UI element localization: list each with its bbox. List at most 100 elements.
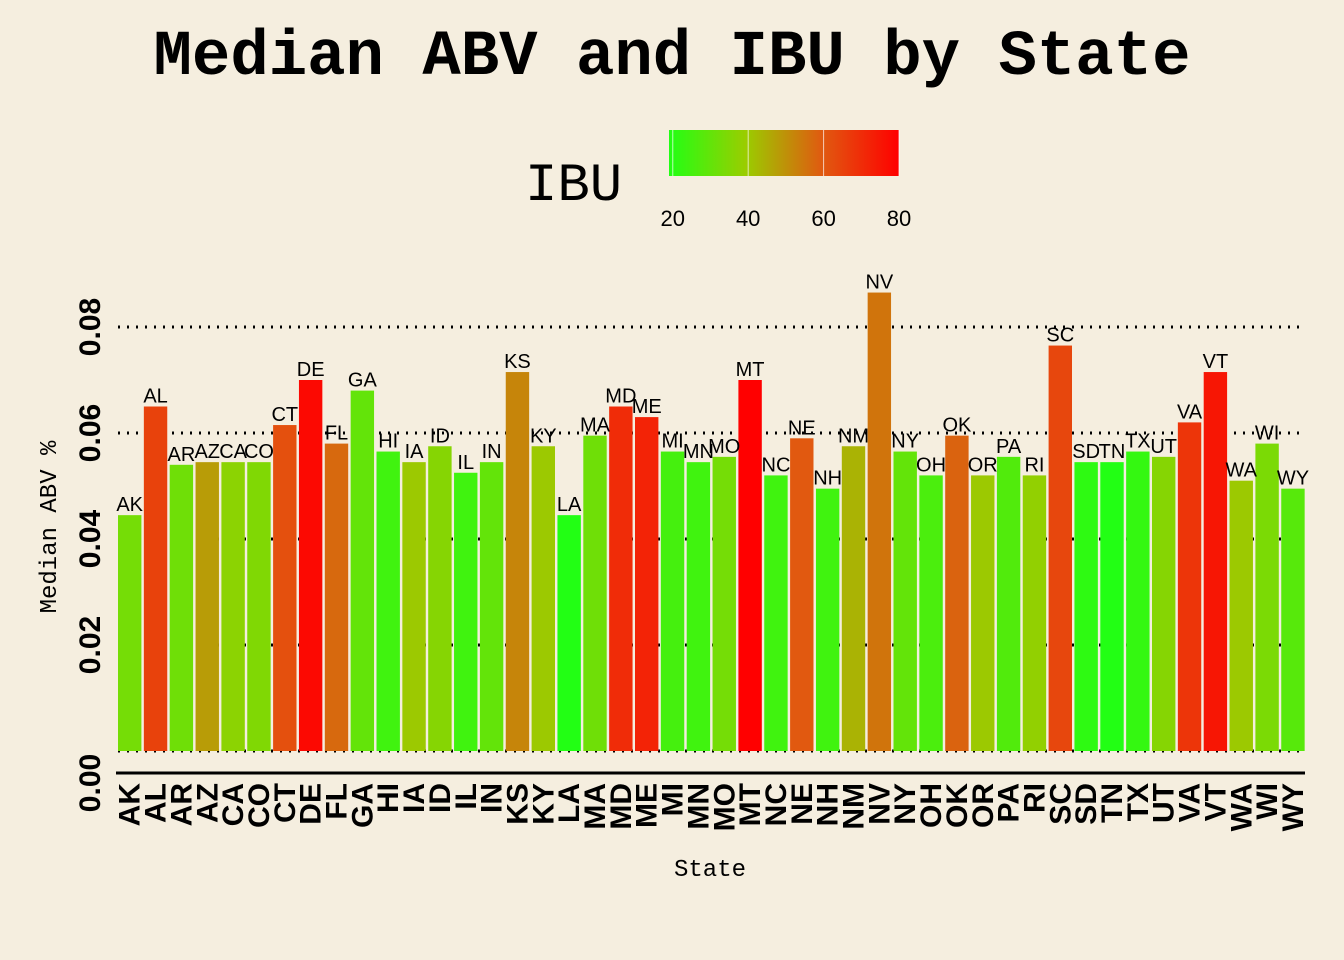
chart-title: Median ABV and IBU by State xyxy=(153,22,1191,94)
bar-mn xyxy=(686,462,711,751)
bar-co xyxy=(247,462,271,751)
bar-label: WI xyxy=(1255,423,1279,445)
bar-label: NH xyxy=(813,468,842,490)
bar-ut xyxy=(1152,456,1176,751)
bar-label: NY xyxy=(891,431,919,453)
bar-ak xyxy=(118,515,142,751)
bar-fl xyxy=(324,443,349,751)
bar-md xyxy=(609,406,633,751)
bar-ma xyxy=(583,435,607,751)
x-tick-label: OR xyxy=(967,783,1000,828)
bar-label: AL xyxy=(143,386,167,408)
legend-tick-label: 60 xyxy=(811,206,835,231)
x-tick-label: AZ xyxy=(191,783,224,823)
x-tick-label: MT xyxy=(734,783,767,826)
bar-la xyxy=(557,515,581,751)
x-tick-label: FL xyxy=(321,783,354,820)
x-tick-label: CA xyxy=(217,783,250,826)
x-tick-label: WI xyxy=(1251,783,1284,820)
bar-label: MI xyxy=(661,431,683,453)
x-tick-label: IL xyxy=(450,783,483,810)
bar-label: FL xyxy=(325,423,348,445)
bar-label: HI xyxy=(378,431,398,453)
x-tick-label: LA xyxy=(553,783,586,823)
x-tick-label: AR xyxy=(165,783,198,827)
bar-tx xyxy=(1126,451,1150,751)
bar-label: KY xyxy=(530,425,557,447)
bar-label: LA xyxy=(557,494,582,516)
bar-ar xyxy=(169,464,194,751)
legend-tick-label: 80 xyxy=(887,206,911,231)
x-tick-label: PA xyxy=(993,783,1026,822)
bar-ct xyxy=(273,425,297,751)
y-tick-label: 0.04 xyxy=(74,509,107,568)
x-tick-label: RI xyxy=(1018,783,1051,813)
bar-mi xyxy=(660,451,685,751)
bar-label: MO xyxy=(708,436,740,458)
x-tick-label: GA xyxy=(346,783,379,828)
y-tick-label: 0.06 xyxy=(74,404,107,462)
bar-ne xyxy=(790,438,814,751)
bar-ca xyxy=(221,462,245,751)
bar-label: MN xyxy=(683,441,714,463)
bar-label: SC xyxy=(1046,325,1074,347)
bar-label: MT xyxy=(736,359,765,381)
bar-ky xyxy=(531,446,555,751)
x-tick-label: VT xyxy=(1199,783,1232,821)
x-tick-label: MA xyxy=(579,783,612,830)
bar-label: NE xyxy=(788,417,816,439)
x-tick-label: IN xyxy=(476,783,509,813)
bar-tn xyxy=(1100,462,1124,751)
x-tick-label: OH xyxy=(915,783,948,828)
x-tick-label: NH xyxy=(812,783,845,826)
bar-label: VT xyxy=(1203,351,1229,373)
bar-label: MA xyxy=(580,415,611,437)
bar-in xyxy=(479,462,504,751)
bar-label: AK xyxy=(116,494,143,516)
bar-label: IN xyxy=(482,441,502,463)
x-tick-label: NE xyxy=(786,783,819,825)
bar-label: PA xyxy=(996,436,1022,458)
x-tick-label: NC xyxy=(760,783,793,826)
y-tick-label: 0.02 xyxy=(74,616,107,674)
bar-mt xyxy=(738,380,762,751)
bar-oh xyxy=(919,475,943,751)
x-tick-label: HI xyxy=(372,783,405,813)
x-tick-label: WA xyxy=(1225,783,1258,831)
bar-label: VA xyxy=(1177,401,1203,423)
bar-label: TN xyxy=(1099,441,1126,463)
bar-wi xyxy=(1255,443,1279,751)
bar-me xyxy=(635,417,659,751)
x-axis-label: State xyxy=(674,857,746,884)
bar-label: OK xyxy=(942,415,972,437)
x-tick-label: NM xyxy=(838,783,871,830)
bar-az xyxy=(195,462,219,751)
x-tick-label: TX xyxy=(1122,783,1155,821)
legend-title: IBU xyxy=(525,156,622,217)
legend: IBU 20 40 60 80 xyxy=(525,130,911,231)
bar-ok xyxy=(945,435,969,751)
bar-ga xyxy=(350,390,375,751)
bar-pa xyxy=(996,456,1021,751)
x-tick-label: MN xyxy=(682,783,715,830)
x-tick-label: CT xyxy=(269,783,302,823)
x-tick-label: UT xyxy=(1148,783,1181,823)
bar-label: AZ xyxy=(194,441,220,463)
bar-ks xyxy=(505,372,530,751)
x-tick-label: MO xyxy=(708,783,741,831)
bar-label: TX xyxy=(1125,431,1151,453)
bar-label: NC xyxy=(762,454,791,476)
x-tick-label: KY xyxy=(527,783,560,825)
bar-label: UT xyxy=(1150,436,1177,458)
x-tick-label: SD xyxy=(1070,783,1103,825)
bar-label: RI xyxy=(1024,454,1044,476)
x-tick-label: MI xyxy=(657,783,690,816)
bar-label: GA xyxy=(348,370,378,392)
bar-label: ME xyxy=(632,396,662,418)
x-tick-label: TN xyxy=(1096,783,1129,823)
y-axis-label: Median ABV % xyxy=(37,440,64,613)
bar-de xyxy=(298,380,323,751)
y-tick-label: 0.00 xyxy=(74,754,107,812)
bar-label: WY xyxy=(1277,468,1309,490)
